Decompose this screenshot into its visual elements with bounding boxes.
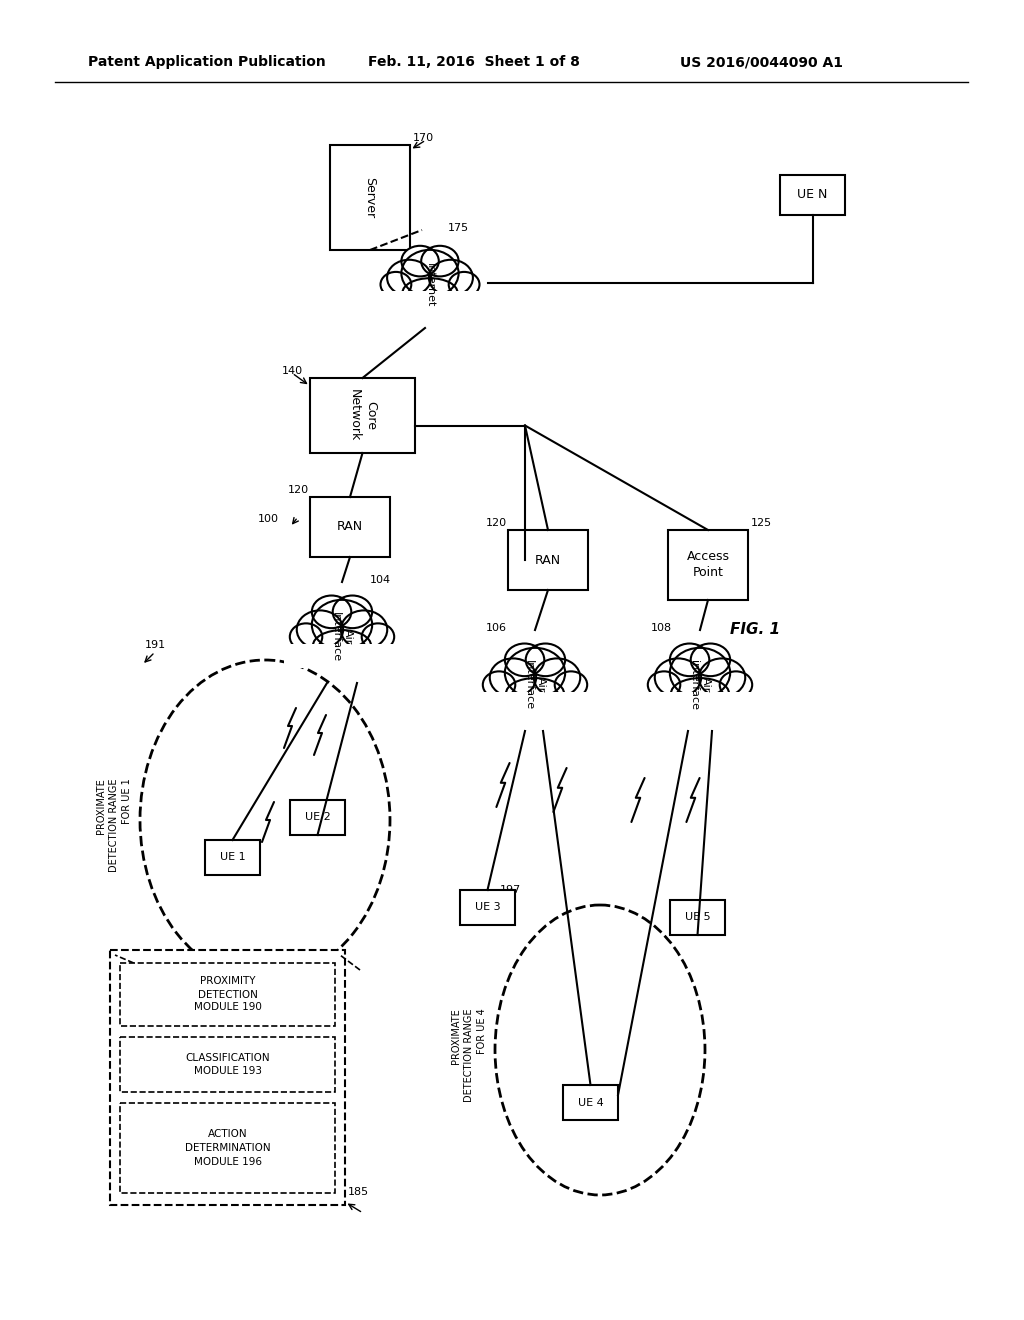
- Bar: [110, 950, 345, 1205]
- Ellipse shape: [341, 610, 387, 649]
- Bar: [310, 378, 415, 453]
- Text: 100: 100: [258, 513, 279, 524]
- Ellipse shape: [648, 672, 680, 698]
- Bar: [330, 145, 410, 249]
- Text: RAN: RAN: [337, 520, 364, 533]
- Text: 125: 125: [751, 517, 772, 528]
- Text: 140: 140: [282, 366, 303, 376]
- Text: DETECTION: DETECTION: [198, 990, 257, 999]
- Ellipse shape: [720, 672, 753, 698]
- Text: Air
Interface: Air Interface: [331, 612, 353, 663]
- Ellipse shape: [489, 659, 537, 697]
- Ellipse shape: [671, 678, 729, 709]
- Bar: [284, 644, 400, 668]
- Ellipse shape: [670, 648, 730, 698]
- Ellipse shape: [449, 272, 479, 297]
- Text: UE 4: UE 4: [578, 1097, 603, 1107]
- Text: Feb. 11, 2016  Sheet 1 of 8: Feb. 11, 2016 Sheet 1 of 8: [368, 55, 580, 69]
- Text: FIG. 1: FIG. 1: [730, 623, 780, 638]
- Bar: [205, 840, 260, 875]
- Text: CLASSIFICATION: CLASSIFICATION: [185, 1053, 269, 1063]
- Text: UE 3: UE 3: [475, 903, 501, 912]
- Text: 120: 120: [486, 517, 507, 528]
- Text: 170: 170: [413, 133, 434, 143]
- Text: 106: 106: [486, 623, 507, 634]
- Text: Patent Application Publication: Patent Application Publication: [88, 55, 326, 69]
- Ellipse shape: [555, 672, 587, 698]
- Bar: [460, 890, 515, 925]
- Text: UE 2: UE 2: [304, 813, 331, 822]
- Ellipse shape: [691, 644, 730, 676]
- Ellipse shape: [534, 659, 581, 697]
- Ellipse shape: [290, 623, 323, 651]
- Ellipse shape: [670, 644, 710, 676]
- Ellipse shape: [401, 249, 459, 297]
- Text: 185: 185: [348, 1187, 369, 1197]
- Ellipse shape: [654, 659, 701, 697]
- Bar: [668, 531, 748, 601]
- Ellipse shape: [387, 260, 431, 296]
- Text: RAN: RAN: [535, 553, 561, 566]
- Bar: [642, 692, 758, 715]
- Text: Air
Interface: Air Interface: [524, 660, 546, 710]
- Ellipse shape: [506, 678, 564, 709]
- Ellipse shape: [698, 659, 745, 697]
- Ellipse shape: [505, 644, 545, 676]
- Text: 197: 197: [500, 884, 521, 895]
- Ellipse shape: [312, 595, 351, 628]
- Ellipse shape: [402, 279, 458, 308]
- Text: MODULE 196: MODULE 196: [194, 1158, 261, 1167]
- Text: UE N: UE N: [798, 189, 827, 202]
- Bar: [120, 1104, 335, 1193]
- Text: Access
Point: Access Point: [686, 550, 729, 579]
- Bar: [290, 800, 345, 836]
- Text: Air
interface: Air interface: [689, 660, 712, 710]
- Text: MODULE 193: MODULE 193: [194, 1067, 261, 1076]
- Bar: [120, 964, 335, 1026]
- Bar: [310, 498, 390, 557]
- Ellipse shape: [482, 672, 515, 698]
- Text: 120: 120: [288, 484, 309, 495]
- Ellipse shape: [505, 648, 565, 698]
- Text: Core
Network: Core Network: [348, 389, 377, 442]
- Text: PROXIMATE
DETECTION RANGE
FOR UE 1: PROXIMATE DETECTION RANGE FOR UE 1: [95, 779, 132, 871]
- Bar: [120, 1038, 335, 1092]
- Text: 191: 191: [145, 640, 166, 649]
- Ellipse shape: [525, 644, 565, 676]
- Text: 108: 108: [651, 623, 672, 634]
- Text: MODULE 190: MODULE 190: [194, 1002, 261, 1012]
- Text: ACTION: ACTION: [208, 1129, 248, 1139]
- Ellipse shape: [297, 610, 343, 649]
- Bar: [563, 1085, 618, 1119]
- Text: UE 5: UE 5: [685, 912, 711, 923]
- Ellipse shape: [429, 260, 473, 296]
- Text: Server: Server: [364, 177, 377, 218]
- Bar: [375, 292, 485, 314]
- Ellipse shape: [361, 623, 394, 651]
- Bar: [477, 692, 593, 715]
- Bar: [780, 176, 845, 215]
- Text: 104: 104: [370, 576, 391, 585]
- Bar: [670, 900, 725, 935]
- Bar: [508, 531, 588, 590]
- Text: 175: 175: [449, 223, 469, 234]
- Ellipse shape: [312, 599, 372, 649]
- Text: DETERMINATION: DETERMINATION: [184, 1143, 270, 1152]
- Ellipse shape: [421, 246, 459, 276]
- Ellipse shape: [313, 630, 371, 661]
- Ellipse shape: [333, 595, 372, 628]
- Text: Internet: Internet: [425, 263, 435, 308]
- Text: US 2016/0044090 A1: US 2016/0044090 A1: [680, 55, 843, 69]
- Text: UE 1: UE 1: [220, 853, 246, 862]
- Text: PROXIMITY: PROXIMITY: [200, 977, 255, 986]
- Text: PROXIMATE
DETECTION RANGE
FOR UE 4: PROXIMATE DETECTION RANGE FOR UE 4: [451, 1008, 487, 1102]
- Ellipse shape: [401, 246, 439, 276]
- Ellipse shape: [381, 272, 412, 297]
